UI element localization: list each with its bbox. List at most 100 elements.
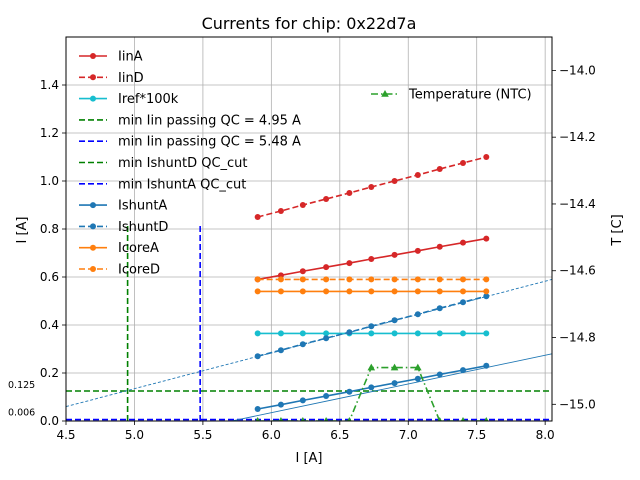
data-point-IcoreD-9 bbox=[460, 276, 467, 283]
data-point-IinA-4 bbox=[346, 260, 353, 267]
temperature-series-line bbox=[257, 366, 487, 421]
data-point-IinA-9 bbox=[460, 239, 467, 246]
data-point-IcoreA-1 bbox=[277, 288, 284, 295]
y2-tick-label-4: −14.2 bbox=[559, 130, 596, 144]
x-tick-label-1: 5.0 bbox=[125, 428, 144, 442]
data-point-Iref*100k-1 bbox=[277, 330, 284, 337]
legend-marker-8 bbox=[90, 223, 96, 230]
y2-axis-label: T [C] bbox=[610, 214, 625, 246]
y-tick-label-5: 1.0 bbox=[40, 174, 59, 188]
legend-marker-2 bbox=[90, 95, 96, 102]
data-point-IinD-2 bbox=[299, 202, 306, 208]
y-tick-label-7: 1.4 bbox=[40, 78, 59, 92]
legend-marker-temperature bbox=[381, 90, 389, 97]
reference-value-label-0: 0.125 bbox=[8, 380, 35, 391]
data-point-IcoreD-2 bbox=[299, 276, 306, 283]
x-tick-label-3: 6.0 bbox=[262, 428, 281, 442]
data-point-IshuntD-3 bbox=[323, 335, 330, 342]
data-point-IshuntD-9 bbox=[460, 299, 467, 306]
y2-tick-label-0: −15.0 bbox=[559, 397, 596, 411]
legend: IinA IinD Iref*100k min Iin passing QC = 4.… bbox=[79, 50, 301, 278]
legend-marker-0 bbox=[90, 53, 96, 59]
data-point-IshuntD-2 bbox=[299, 341, 306, 348]
temperature-legend: Temperature (NTC) bbox=[371, 88, 532, 103]
legend-label-10: IcoreD bbox=[118, 263, 160, 278]
data-point-IshuntD-4 bbox=[346, 329, 353, 336]
data-point-IcoreA-8 bbox=[436, 288, 443, 295]
temperature-point-9 bbox=[460, 417, 466, 421]
y2-tick-label-5: −14.0 bbox=[559, 63, 596, 77]
temperature-point-8 bbox=[437, 417, 442, 421]
data-point-Iref*100k-7 bbox=[414, 330, 421, 337]
temperature-point-4 bbox=[347, 417, 352, 421]
series-lines bbox=[254, 154, 490, 412]
data-point-Iref*100k-9 bbox=[460, 330, 467, 337]
temperature-point-7 bbox=[414, 363, 422, 371]
legend-label-6: min IshuntA QC_cut bbox=[118, 177, 246, 192]
legend-label-1: IinD bbox=[118, 71, 144, 86]
data-point-IcoreA-2 bbox=[299, 288, 306, 295]
data-point-IcoreA-7 bbox=[414, 288, 421, 295]
x-tick-label-0: 4.5 bbox=[56, 428, 75, 442]
legend-label-5: min IshuntD QC_cut bbox=[118, 156, 248, 171]
reference-lines bbox=[66, 224, 552, 421]
data-point-IcoreA-9 bbox=[460, 288, 467, 295]
legend-label-8: IshuntD bbox=[118, 220, 168, 235]
data-point-IinD-10 bbox=[483, 154, 490, 160]
temperature-point-0 bbox=[255, 417, 260, 421]
temperature-point-3 bbox=[323, 417, 329, 421]
y-tick-label-6: 1.2 bbox=[40, 126, 59, 140]
x-tick-label-7: 8.0 bbox=[536, 428, 555, 442]
data-point-IcoreD-6 bbox=[391, 276, 398, 283]
data-point-IshuntA-4 bbox=[346, 388, 353, 395]
data-point-IshuntD-10 bbox=[483, 293, 490, 300]
legend-label-9: IcoreA bbox=[118, 241, 159, 256]
data-point-IinA-5 bbox=[368, 256, 375, 262]
data-point-IinD-6 bbox=[391, 178, 398, 184]
data-point-IinA-6 bbox=[391, 251, 398, 258]
data-point-IshuntD-5 bbox=[368, 323, 375, 330]
data-point-IcoreD-10 bbox=[483, 276, 490, 283]
data-point-IshuntA-1 bbox=[277, 401, 284, 408]
data-point-Iref*100k-6 bbox=[391, 330, 398, 337]
fit-line-0 bbox=[229, 353, 552, 421]
data-point-IshuntD-6 bbox=[391, 317, 398, 324]
data-point-Iref*100k-2 bbox=[299, 330, 306, 337]
data-point-IcoreA-3 bbox=[323, 288, 330, 295]
legend-label-temperature: Temperature (NTC) bbox=[408, 88, 532, 103]
temperature-line bbox=[255, 363, 489, 421]
y2-tick-label-2: −14.6 bbox=[559, 264, 596, 278]
data-point-IcoreD-5 bbox=[368, 276, 375, 283]
legend-marker-7 bbox=[90, 202, 96, 209]
legend-marker-1 bbox=[90, 74, 96, 81]
x-tick-label-4: 6.5 bbox=[330, 428, 349, 442]
data-point-IinD-3 bbox=[323, 196, 330, 202]
data-point-IinA-3 bbox=[323, 264, 330, 271]
data-point-Iref*100k-5 bbox=[368, 330, 375, 337]
y-tick-label-3: 0.6 bbox=[40, 270, 59, 284]
data-point-IshuntA-6 bbox=[391, 380, 398, 387]
data-point-IinD-4 bbox=[346, 190, 353, 196]
x-tick-label-2: 5.5 bbox=[193, 428, 212, 442]
legend-label-0: IinA bbox=[118, 50, 143, 65]
data-point-IcoreD-1 bbox=[277, 276, 284, 283]
data-point-IshuntA-9 bbox=[460, 367, 467, 374]
reference-value-label-1: 0.006 bbox=[8, 408, 35, 419]
data-point-IcoreA-0 bbox=[254, 288, 261, 295]
data-point-IcoreA-5 bbox=[368, 288, 375, 295]
data-point-Iref*100k-10 bbox=[483, 330, 490, 337]
data-point-IshuntA-2 bbox=[299, 397, 306, 404]
chart-title: Currents for chip: 0x22d7a bbox=[202, 14, 417, 33]
data-point-IinA-2 bbox=[299, 268, 306, 275]
y2-tick-label-3: −14.4 bbox=[559, 197, 596, 211]
x-tick-label-6: 7.5 bbox=[467, 428, 486, 442]
data-point-IshuntA-8 bbox=[436, 371, 443, 378]
data-point-IinD-5 bbox=[368, 184, 375, 190]
fit-line-1 bbox=[66, 278, 552, 408]
y-tick-label-1: 0.2 bbox=[40, 366, 59, 380]
data-point-IshuntD-8 bbox=[436, 305, 443, 312]
data-point-IshuntA-10 bbox=[483, 362, 490, 369]
temperature-point-10 bbox=[484, 417, 489, 421]
temperature-point-1 bbox=[278, 417, 284, 421]
